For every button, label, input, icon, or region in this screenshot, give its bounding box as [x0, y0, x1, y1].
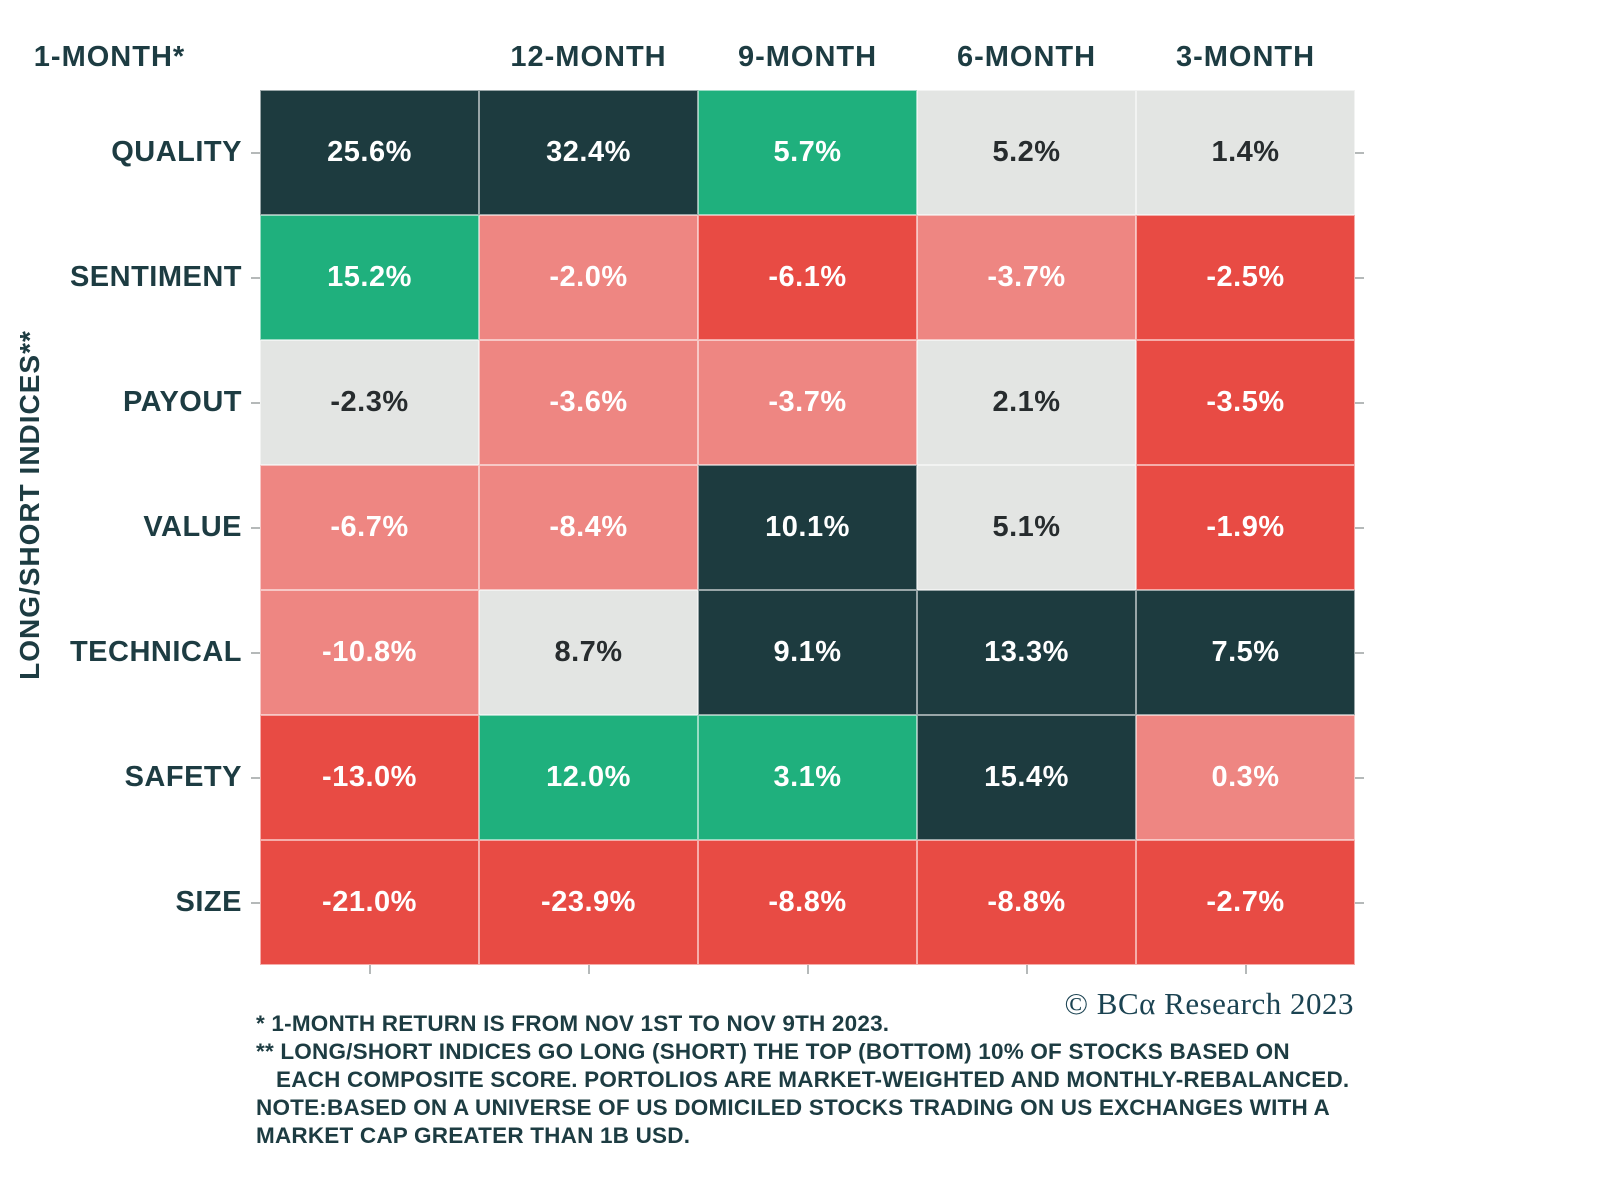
copyright: © BCα Research 2023	[1064, 986, 1354, 1021]
axis-tick	[1355, 277, 1364, 279]
heatmap-cell: 12.0%	[479, 715, 698, 840]
footnotes: * 1-MONTH RETURN IS FROM NOV 1ST TO NOV …	[256, 1010, 1416, 1150]
heatmap-cell: -3.7%	[698, 340, 917, 465]
column-header-12-month: 12-MONTH	[510, 41, 667, 73]
heatmap-cell: -2.0%	[479, 215, 698, 340]
heatmap-cell: 9.1%	[698, 590, 917, 715]
column-header-1-month: 1-MONTH*	[33, 41, 186, 73]
axis-tick	[251, 527, 260, 529]
heatmap-cell: -8.4%	[479, 465, 698, 590]
column-header-6-month: 6-MONTH	[956, 41, 1097, 73]
axis-tick	[251, 277, 260, 279]
axis-tick	[251, 902, 260, 904]
heatmap-cell: -6.7%	[260, 465, 479, 590]
row-label-quality: QUALITY	[111, 136, 242, 168]
axis-tick	[251, 652, 260, 654]
axis-tick	[1026, 965, 1028, 974]
footnote-line: ** LONG/SHORT INDICES GO LONG (SHORT) TH…	[256, 1039, 1290, 1064]
row-label-size: SIZE	[175, 886, 242, 918]
heatmap-cell: 25.6%	[260, 90, 479, 215]
heatmap-cell: -23.9%	[479, 840, 698, 965]
heatmap-cell: 1.4%	[1136, 90, 1355, 215]
heatmap-cell: -2.7%	[1136, 840, 1355, 965]
column-header-3-month: 3-MONTH	[1175, 41, 1316, 73]
heatmap-cell: 7.5%	[1136, 590, 1355, 715]
footnote-line: MARKET CAP GREATER THAN 1B USD.	[256, 1123, 691, 1148]
axis-tick	[1355, 527, 1364, 529]
column-header-9-month: 9-MONTH	[737, 41, 878, 73]
heatmap-cell: 3.1%	[698, 715, 917, 840]
axis-tick	[807, 965, 809, 974]
heatmap-cell: 15.2%	[260, 215, 479, 340]
row-label-value: VALUE	[143, 511, 242, 543]
axis-tick	[1245, 965, 1247, 974]
heatmap-cell: 0.3%	[1136, 715, 1355, 840]
axis-tick	[369, 965, 371, 974]
axis-tick	[1355, 902, 1364, 904]
heatmap-cell: -2.5%	[1136, 215, 1355, 340]
axis-tick	[251, 402, 260, 404]
axis-tick	[1355, 152, 1364, 154]
footnote-line: EACH COMPOSITE SCORE. PORTOLIOS ARE MARK…	[276, 1067, 1350, 1092]
heatmap-cell: 10.1%	[698, 465, 917, 590]
axis-tick	[1355, 402, 1364, 404]
footnote-line: * 1-MONTH RETURN IS FROM NOV 1ST TO NOV …	[256, 1011, 890, 1036]
row-label-payout: PAYOUT	[122, 386, 242, 418]
row-labels: QUALITY SENTIMENT PAYOUT VALUE TECHNICAL…	[0, 90, 242, 965]
row-label-sentiment: SENTIMENT	[69, 261, 242, 293]
heatmap-cell: 5.7%	[698, 90, 917, 215]
heatmap-cell: -8.8%	[698, 840, 917, 965]
axis-tick	[251, 152, 260, 154]
heatmap-cell: 15.4%	[917, 715, 1136, 840]
heatmap-cell: -3.5%	[1136, 340, 1355, 465]
heatmap-cell: -2.3%	[260, 340, 479, 465]
heatmap-cell: -21.0%	[260, 840, 479, 965]
heatmap-cell: 2.1%	[917, 340, 1136, 465]
axis-tick	[1355, 777, 1364, 779]
heatmap-cell: -3.6%	[479, 340, 698, 465]
heatmap-cell: 8.7%	[479, 590, 698, 715]
row-label-safety: SAFETY	[124, 761, 242, 793]
heatmap-cell: 32.4%	[479, 90, 698, 215]
heatmap-grid: 25.6% 32.4% 5.7% 5.2% 1.4% 15.2% -2.0% -6.1% -3.…	[260, 90, 1355, 965]
heatmap-cell: 13.3%	[917, 590, 1136, 715]
heatmap-cell: -10.8%	[260, 590, 479, 715]
row-label-technical: TECHNICAL	[69, 636, 242, 668]
heatmap-cell: -13.0%	[260, 715, 479, 840]
heatmap-cell: -8.8%	[917, 840, 1136, 965]
axis-tick	[588, 965, 590, 974]
heatmap-cell: 5.1%	[917, 465, 1136, 590]
heatmap-cell: -6.1%	[698, 215, 917, 340]
heatmap-cell: 5.2%	[917, 90, 1136, 215]
footnote-line: NOTE:BASED ON A UNIVERSE OF US DOMICILED…	[256, 1095, 1330, 1120]
axis-tick	[1355, 652, 1364, 654]
heatmap-cell: -1.9%	[1136, 465, 1355, 590]
axis-tick	[251, 777, 260, 779]
heatmap-cell: -3.7%	[917, 215, 1136, 340]
